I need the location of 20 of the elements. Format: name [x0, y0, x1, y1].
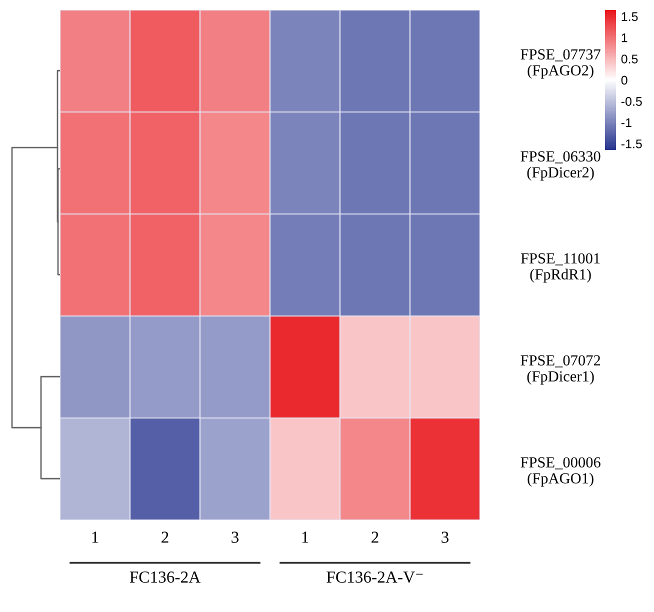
color-bar-label: -0.5: [621, 97, 642, 106]
x-tick-label: 1: [302, 532, 308, 543]
color-bar-label: 1.5: [622, 12, 638, 22]
y-tick-label: FPSE_07072 (FpDicer1): [520, 355, 600, 385]
y-tick-label: FPSE_11001 (FpRdR1): [520, 253, 600, 283]
x-tick-label: 2: [372, 532, 378, 543]
color-bar-label: -1: [621, 118, 632, 127]
color-bar-label: 1: [622, 34, 628, 42]
y-tick-label: FPSE_07737 (FpAGO2): [520, 49, 600, 79]
y-tick-label: FPSE_06330 (FpDicer2): [520, 151, 600, 181]
color-bar-label: 0: [621, 76, 628, 85]
x-tick-label: 2: [162, 532, 168, 543]
y-tick-label: FPSE_00006 (FpAGO1): [520, 457, 600, 487]
color-bar-label: -1.5: [621, 140, 642, 148]
color-bar-label: 0.5: [621, 54, 638, 64]
text: FC136-2A: [130, 572, 201, 583]
x-tick-label: 3: [232, 532, 239, 543]
text: FC136-2A-V⁻: [326, 572, 423, 583]
x-tick-label: 1: [92, 532, 98, 543]
x-tick-label: 3: [442, 532, 449, 543]
